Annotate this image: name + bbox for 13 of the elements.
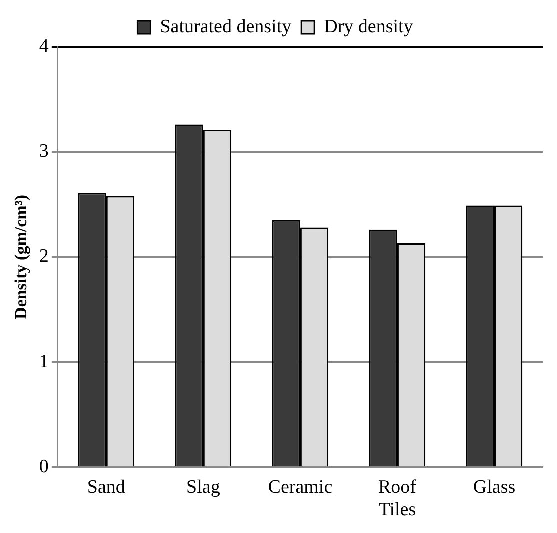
x-tick-label: Roof Tiles bbox=[378, 476, 418, 521]
x-tick-label: Sand bbox=[87, 476, 126, 498]
y-tick-label: 1 bbox=[39, 351, 49, 372]
y-tick-label: 2 bbox=[39, 246, 49, 268]
y-tick-label: 3 bbox=[39, 141, 49, 162]
legend-label: Dry density bbox=[324, 16, 414, 38]
y-tick-label: 4 bbox=[39, 36, 50, 57]
x-tick-label: Slag bbox=[186, 476, 221, 498]
y-axis-title: Density (gm/cm³) bbox=[12, 194, 31, 320]
y-tick-label: 0 bbox=[39, 456, 49, 478]
x-tick-label: Ceramic bbox=[268, 476, 333, 498]
legend-label: Saturated density bbox=[160, 16, 292, 38]
x-tick-label: Glass bbox=[473, 476, 516, 498]
